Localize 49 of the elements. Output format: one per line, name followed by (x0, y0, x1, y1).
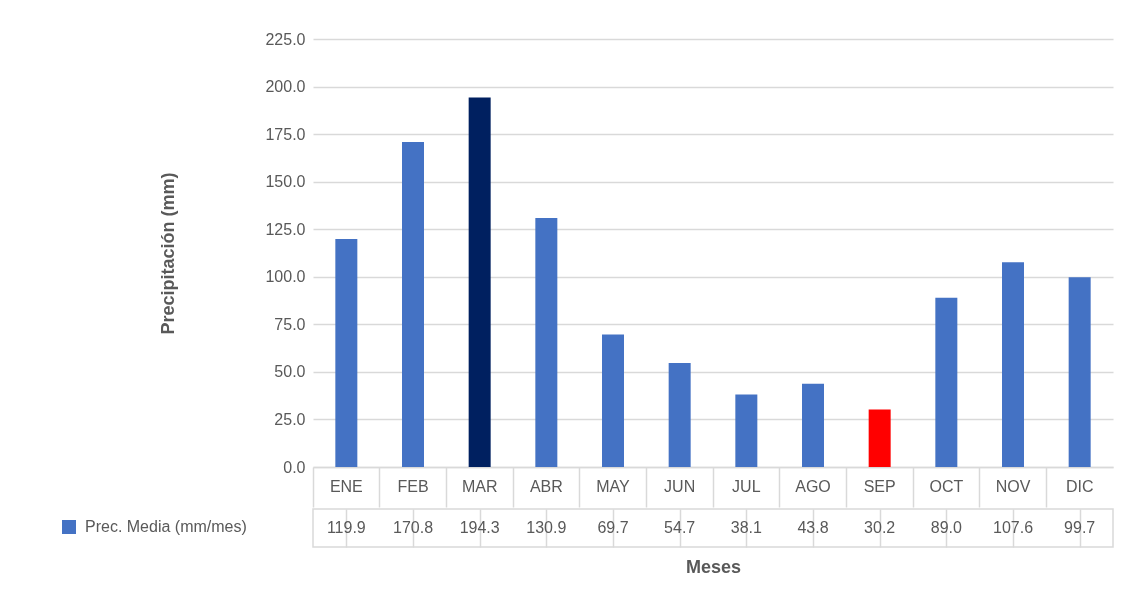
bar (1068, 277, 1091, 467)
x-tick-label: JUN (664, 477, 696, 495)
x-tick-label: ABR (529, 477, 563, 495)
x-tick-label: FEB (397, 477, 429, 495)
y-tick-label: 0.0 (283, 458, 306, 476)
bar (468, 97, 491, 467)
bar (735, 394, 758, 467)
y-tick-label: 150.0 (265, 173, 306, 191)
x-tick-label: NOV (995, 477, 1031, 495)
y-tick-label: 175.0 (265, 125, 306, 143)
data-label: 69.7 (597, 519, 629, 536)
y-tick-label: 200.0 (265, 78, 306, 96)
data-label: 130.9 (526, 519, 567, 536)
bar (935, 297, 958, 467)
bar (868, 409, 891, 467)
bar (535, 218, 558, 467)
y-axis-title: Precipitación (mm) (158, 172, 179, 335)
bar (335, 238, 358, 467)
x-tick-label: MAR (461, 477, 498, 495)
x-tick-label: JUL (732, 477, 761, 495)
data-label: 99.7 (1064, 519, 1096, 536)
y-tick-label: 50.0 (274, 363, 306, 381)
data-label: 107.6 (992, 519, 1034, 536)
bar (668, 362, 691, 467)
y-tick-label: 125.0 (265, 220, 306, 238)
bar (402, 142, 424, 467)
x-axis-title: Meses (685, 556, 742, 577)
data-label: 43.8 (797, 519, 829, 536)
x-tick-label: AGO (795, 477, 831, 495)
data-label: 30.2 (864, 519, 896, 536)
bar (1002, 262, 1024, 467)
x-tick-label: MAY (596, 477, 631, 495)
data-label: 89.0 (930, 519, 963, 536)
data-label: 54.7 (664, 519, 696, 536)
bar (802, 383, 824, 467)
data-label: 170.8 (392, 519, 434, 536)
y-tick-label: 75.0 (274, 315, 306, 333)
x-tick-label: ENE (329, 477, 363, 495)
y-tick-label: 225.0 (265, 30, 306, 48)
x-tick-label: SEP (863, 477, 896, 495)
legend-label: Prec. Media (mm/mes) (85, 518, 247, 535)
y-tick-label: 25.0 (274, 410, 306, 428)
x-tick-label: OCT (929, 477, 964, 495)
x-tick-label: DIC (1065, 477, 1094, 495)
y-tick-label: 100.0 (265, 268, 306, 286)
data-label: 194.3 (459, 519, 500, 536)
data-label: 119.9 (326, 519, 366, 536)
data-label: 38.1 (730, 519, 763, 536)
bar (602, 334, 624, 467)
